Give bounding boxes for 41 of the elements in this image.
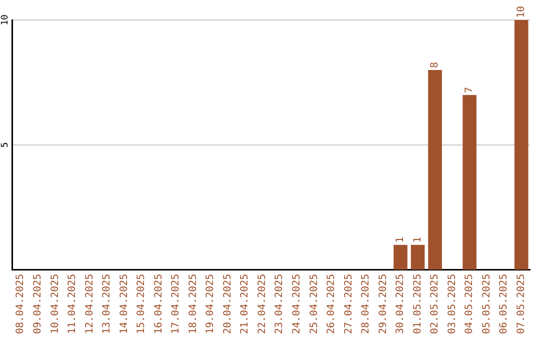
bar xyxy=(394,244,408,270)
x-tick-label: 11.04.2025 xyxy=(67,274,78,334)
x-tick-label: 06.05.2025 xyxy=(498,274,510,334)
x-tick-label: 28.04.2025 xyxy=(360,274,372,334)
x-tick-label: 27.04.2025 xyxy=(343,274,354,334)
x-tick-label: 07.05.2025 xyxy=(516,274,527,334)
data-label: 8 xyxy=(430,62,441,68)
x-tick-label: 29.04.2025 xyxy=(378,274,389,334)
x-tick-label: 24.04.2025 xyxy=(291,274,302,334)
x-tick-label: 13.04.2025 xyxy=(102,274,113,334)
x-tick-label: 12.04.2025 xyxy=(84,274,96,334)
bar xyxy=(410,244,425,270)
data-label: 1 xyxy=(412,236,424,243)
x-tick-label: 22.04.2025 xyxy=(256,274,268,334)
x-tick-label: 03.05.2025 xyxy=(446,274,458,334)
x-tick-label: 14.04.2025 xyxy=(118,274,130,334)
x-tick-label: 16.04.2025 xyxy=(153,274,164,334)
data-label: 10 xyxy=(516,6,527,18)
bar xyxy=(462,94,476,270)
data-label: 1 xyxy=(395,236,406,243)
x-tick-label: 21.04.2025 xyxy=(240,274,251,334)
data-label: 7 xyxy=(464,86,476,93)
y-tick-label: 5 xyxy=(0,142,10,148)
x-tick-label: 15.04.2025 xyxy=(136,274,148,334)
x-tick-label: 08.04.2025 xyxy=(15,274,26,334)
bar xyxy=(428,70,442,270)
x-tick-label: 18.04.2025 xyxy=(188,274,199,334)
x-tick-label: 04.05.2025 xyxy=(464,274,476,334)
x-tick-label: 30.04.2025 xyxy=(395,274,406,334)
x-tick-label: 23.04.2025 xyxy=(274,274,286,334)
x-tick-label: 02.05.2025 xyxy=(430,274,441,334)
x-tick-label: 20.04.2025 xyxy=(222,274,234,334)
x-tick-label: 19.04.2025 xyxy=(205,274,216,334)
x-tick-label: 05.05.2025 xyxy=(481,274,492,334)
x-tick-label: 10.04.2025 xyxy=(50,274,61,334)
x-tick-label: 26.04.2025 xyxy=(326,274,338,334)
x-tick-label: 25.04.2025 xyxy=(308,274,320,334)
bar xyxy=(514,20,528,270)
x-tick-label: 01.05.2025 xyxy=(412,274,424,334)
x-tick-label: 09.04.2025 xyxy=(32,274,44,334)
x-tick-label: 17.04.2025 xyxy=(170,274,182,334)
